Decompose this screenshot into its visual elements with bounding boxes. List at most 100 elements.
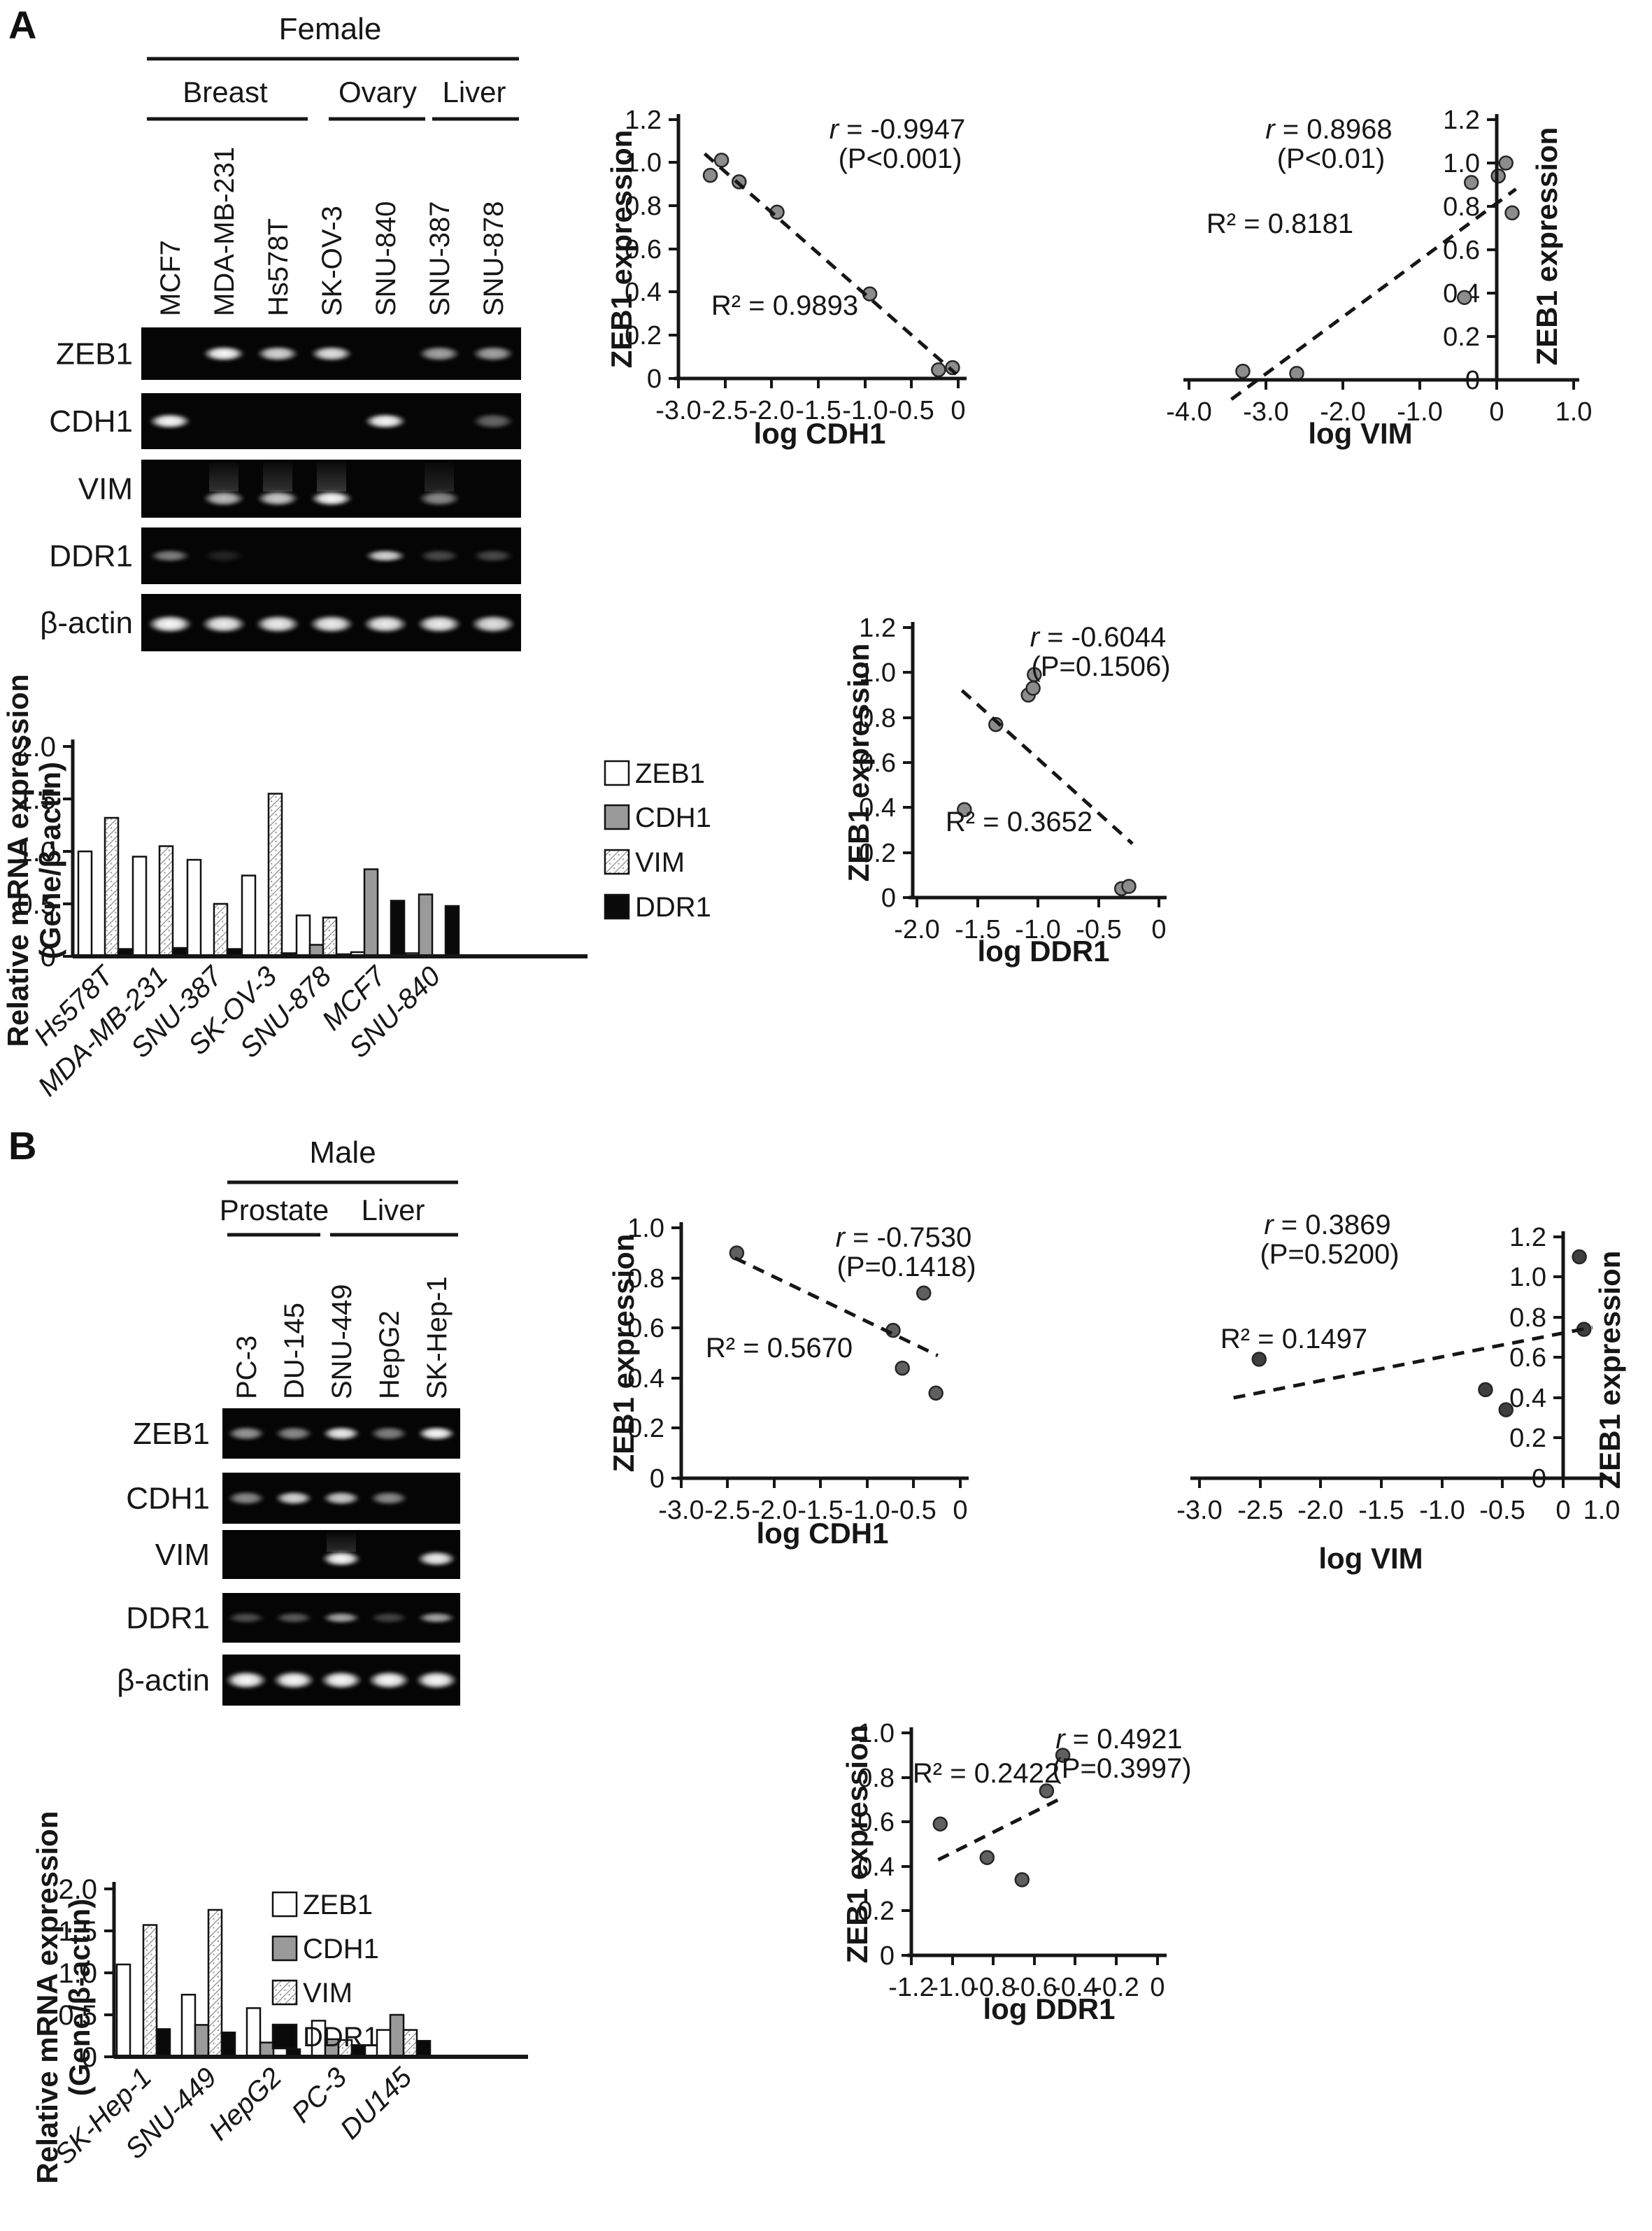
x-tick-label: 0: [950, 396, 965, 425]
legend-swatch-DDR1: [604, 893, 630, 920]
bar-ZEB1: [131, 856, 148, 958]
y-tick-label: 1.2: [859, 614, 896, 643]
y-tick-label: 1.0: [58, 1958, 97, 1989]
y-tick-label: 0.5: [58, 2000, 97, 2031]
chart-b-scatter-cdh1: -3.0 -2.5 -2.0 -1.5 -1.0 -0.5 0 0 0.2 0.4 0.6 0.8 1.…: [607, 1214, 976, 1550]
gel-gene-label: ZEB1: [133, 1417, 210, 1451]
y-tick-label: 0.4: [857, 1853, 895, 1882]
legend-label: ZEB1: [635, 758, 705, 789]
x-tick-label: -1.2: [888, 1973, 934, 2002]
gel-band: [227, 1491, 265, 1506]
scatter-point: [713, 153, 729, 168]
y-axis-label: ZEB1 expression: [842, 644, 875, 882]
r-squared-annotation: R² = 0.1497: [1220, 1324, 1367, 1354]
scatter-point: [1025, 681, 1041, 696]
gel-lane-label: PC-3: [232, 1336, 262, 1399]
legend-label: DDR1: [303, 2022, 379, 2053]
bar-VIM: [104, 816, 120, 958]
y-tick-label: 0.2: [627, 1414, 664, 1443]
gel-band: [275, 1491, 313, 1506]
y-tick-label: 1.5: [58, 1916, 97, 1947]
category-label: HepG2: [204, 2062, 288, 2146]
gel-gene-label: β-actin: [40, 606, 133, 640]
y-tick-label: 0.2: [625, 321, 662, 350]
x-tick-label: -1.0: [930, 1973, 975, 2002]
scatter-point: [1572, 1249, 1587, 1265]
scatter-point: [1289, 365, 1304, 381]
gel-gene-label: ZEB1: [56, 337, 133, 371]
y-tick-label: 0.4: [627, 1364, 664, 1394]
y-tick-label: 0.6: [859, 749, 896, 778]
y-tick-label: 0.8: [859, 704, 896, 733]
chart-a-scatter-cdh1: -3.0 -2.5 -2.0 -1.5 -1.0 -0.5 0 0 0.2 0.4 0.6 0.8 1.…: [605, 106, 966, 450]
gel-band: [365, 549, 406, 562]
y-axis-label-line1: Relative mRNA expression: [1, 674, 34, 1047]
gel-band: [417, 615, 462, 633]
scatter-point: [931, 362, 946, 378]
y-tick-label: 0.4: [1509, 1384, 1546, 1413]
y-tick-label: 1.2: [1509, 1223, 1546, 1252]
y-tick-label: 1.5: [17, 784, 56, 815]
y-axis-label-line2: (Gene/β-actin): [34, 762, 66, 959]
legend-label: CDH1: [303, 1934, 379, 1964]
gel-band: [472, 413, 514, 429]
pvalue-annotation: (P=0.5200): [1260, 1239, 1399, 1270]
trendline: [1230, 187, 1517, 401]
pvalue-annotation: (P<0.01): [1277, 143, 1386, 174]
pvalue-annotation: (P<0.001): [839, 143, 962, 174]
gel-band: [417, 1551, 456, 1566]
pvalue-annotation: (P=0.3997): [1052, 1753, 1191, 1784]
legend-swatch-VIM: [604, 849, 630, 875]
x-tick-label: -3.0: [1243, 397, 1288, 427]
gel-band: [322, 1551, 361, 1566]
x-tick-label: 0: [1489, 397, 1504, 427]
y-axis-label-line2: (Gene/β-actin): [63, 1899, 96, 2096]
correlation-annotation: r = -0.6044: [1030, 622, 1167, 653]
bar-CDH1: [194, 2024, 210, 2058]
bar-VIM: [402, 2029, 418, 2058]
r-squared-annotation: R² = 0.9893: [711, 290, 858, 321]
y-tick-label: 0.6: [627, 1314, 664, 1343]
gel-lane-label: MCF7: [155, 240, 186, 316]
y-tick-label: 1.0: [859, 658, 896, 688]
correlation-annotation: r = 0.8968: [1265, 114, 1392, 145]
y-tick-label: 0: [881, 884, 896, 913]
gel-band: [227, 1426, 265, 1440]
legend-label: VIM: [303, 1978, 353, 2009]
category-label: DU145: [334, 2062, 418, 2146]
gel-band: [311, 346, 353, 362]
gel-tissue-label: Breast: [183, 76, 268, 108]
x-tick-label: 0: [1150, 1973, 1165, 2002]
legend-swatch-ZEB1: [271, 1891, 298, 1918]
r-squared-annotation: R² = 0.8181: [1206, 208, 1353, 239]
y-tick-label: 0.6: [1443, 236, 1480, 265]
gel-lane-label: SNU-878: [478, 201, 509, 316]
y-tick-label: 0: [650, 1464, 664, 1494]
bar-DDR1: [155, 2028, 171, 2058]
y-tick-label: 0.6: [625, 235, 662, 264]
x-tick-label: -0.6: [1011, 1973, 1057, 2002]
gel-band: [370, 1612, 408, 1624]
legend-swatch-ZEB1: [604, 760, 630, 786]
x-axis-label: log DDR1: [983, 1992, 1116, 2025]
gel-lane-label: SNU-387: [425, 201, 455, 316]
gel-gene-label: VIM: [155, 1538, 210, 1572]
y-axis-label: ZEB1 expression: [1530, 127, 1563, 366]
x-tick-label: -1.5: [797, 1496, 843, 1525]
trendline: [1233, 1325, 1593, 1400]
gel-blot: Male Prostate Liver PC-3 DU-145 SNU-449 HepG2 S…: [117, 1135, 460, 1706]
gel-band: [418, 1612, 455, 1624]
gel-lane-label: MDA-MB-231: [209, 147, 240, 316]
gel-band: [275, 1612, 313, 1624]
gel-gene-label: CDH1: [49, 404, 133, 439]
gel-band: [415, 1671, 457, 1690]
x-tick-label: -0.4: [1052, 1973, 1097, 2002]
chart-a-scatter-ddr1: -2.0 -1.5 -1.0 -0.5 0 0 0.2 0.4 0.6 0.8 1.0 1.2 r = …: [842, 614, 1171, 968]
y-tick-label: 1.0: [1443, 149, 1480, 178]
x-tick-label: 0: [1555, 1496, 1570, 1525]
legend-swatch-CDH1: [604, 804, 630, 830]
y-tick-label: 0.8: [627, 1264, 664, 1294]
y-tick-label: 1.0: [627, 1214, 664, 1243]
gel-band: [322, 1426, 360, 1440]
